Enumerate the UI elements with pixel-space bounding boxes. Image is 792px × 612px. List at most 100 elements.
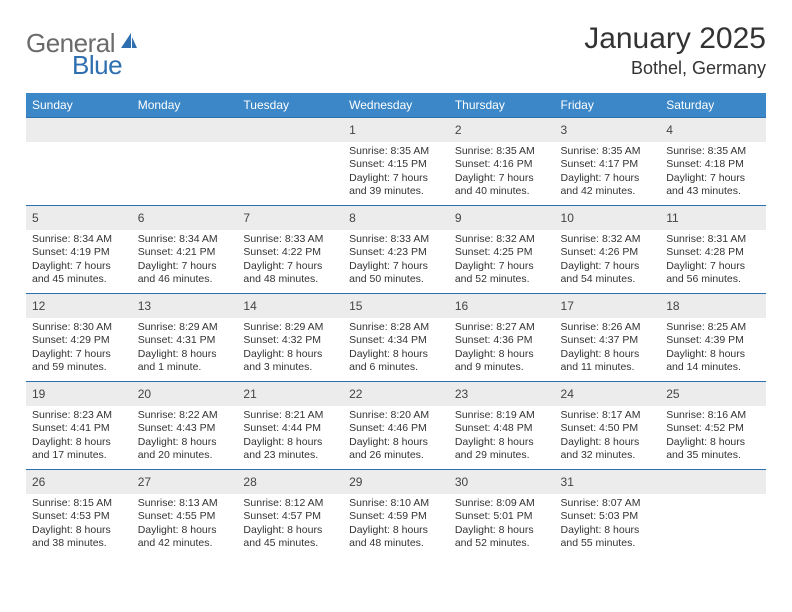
- day-number: 11: [666, 211, 678, 225]
- day-number: 21: [243, 387, 256, 401]
- cell-body: Sunrise: 8:35 AMSunset: 4:15 PMDaylight:…: [343, 142, 449, 203]
- day-number: 30: [455, 475, 468, 489]
- day-number: 19: [32, 387, 45, 401]
- cell-body: Sunrise: 8:28 AMSunset: 4:34 PMDaylight:…: [343, 318, 449, 379]
- day-number: 14: [243, 299, 256, 313]
- cell-body: Sunrise: 8:34 AMSunset: 4:19 PMDaylight:…: [26, 230, 132, 291]
- daylight-text: Daylight: 8 hours and 14 minutes.: [666, 348, 760, 375]
- sunrise-text: Sunrise: 8:33 AM: [243, 233, 337, 246]
- sunrise-text: Sunrise: 8:30 AM: [32, 321, 126, 334]
- daynum-row: 11: [660, 206, 766, 230]
- cell-body: Sunrise: 8:30 AMSunset: 4:29 PMDaylight:…: [26, 318, 132, 379]
- daylight-text: Daylight: 8 hours and 48 minutes.: [349, 524, 443, 551]
- day-number: 6: [138, 211, 145, 225]
- sunrise-text: Sunrise: 8:35 AM: [349, 145, 443, 158]
- calendar-week-row: 5Sunrise: 8:34 AMSunset: 4:19 PMDaylight…: [26, 206, 766, 294]
- calendar-cell: 28Sunrise: 8:12 AMSunset: 4:57 PMDayligh…: [237, 470, 343, 558]
- page-title: January 2025: [584, 22, 766, 56]
- sunset-text: Sunset: 4:55 PM: [138, 510, 232, 523]
- day-number: 13: [138, 299, 151, 313]
- daynum-row: 22: [343, 382, 449, 406]
- cell-body: Sunrise: 8:16 AMSunset: 4:52 PMDaylight:…: [660, 406, 766, 467]
- sunset-text: Sunset: 4:37 PM: [561, 334, 655, 347]
- calendar-cell: 13Sunrise: 8:29 AMSunset: 4:31 PMDayligh…: [132, 294, 238, 382]
- calendar-cell: 6 Sunrise: 8:34 AMSunset: 4:21 PMDaylight…: [132, 206, 238, 294]
- sunset-text: Sunset: 4:25 PM: [455, 246, 549, 259]
- daylight-text: Daylight: 7 hours and 40 minutes.: [455, 172, 549, 199]
- calendar-cell: [660, 470, 766, 558]
- calendar-cell: 22Sunrise: 8:20 AMSunset: 4:46 PMDayligh…: [343, 382, 449, 470]
- daylight-text: Daylight: 8 hours and 42 minutes.: [138, 524, 232, 551]
- day-number: 12: [32, 299, 45, 313]
- sunrise-text: Sunrise: 8:15 AM: [32, 497, 126, 510]
- sunrise-text: Sunrise: 8:32 AM: [455, 233, 549, 246]
- daynum-row: 31: [555, 470, 661, 494]
- day-number: 15: [349, 299, 362, 313]
- daylight-text: Daylight: 7 hours and 42 minutes.: [561, 172, 655, 199]
- cell-body: Sunrise: 8:33 AMSunset: 4:22 PMDaylight:…: [237, 230, 343, 291]
- daynum-row: 24: [555, 382, 661, 406]
- calendar-cell: 9Sunrise: 8:32 AMSunset: 4:25 PMDaylight…: [449, 206, 555, 294]
- weekday-row: SundayMondayTuesdayWednesdayThursdayFrid…: [26, 93, 766, 118]
- daynum-row: 21: [237, 382, 343, 406]
- cell-body: Sunrise: 8:17 AMSunset: 4:50 PMDaylight:…: [555, 406, 661, 467]
- daylight-text: Daylight: 7 hours and 45 minutes.: [32, 260, 126, 287]
- calendar-cell: 3Sunrise: 8:35 AMSunset: 4:17 PMDaylight…: [555, 118, 661, 206]
- daynum-row: 10: [555, 206, 661, 230]
- day-number: 5: [32, 211, 39, 225]
- daylight-text: Daylight: 8 hours and 6 minutes.: [349, 348, 443, 375]
- weekday-header: Tuesday: [237, 93, 343, 118]
- sunset-text: Sunset: 5:01 PM: [455, 510, 549, 523]
- daynum-row: 15: [343, 294, 449, 318]
- daylight-text: Daylight: 7 hours and 50 minutes.: [349, 260, 443, 287]
- calendar-cell: 4Sunrise: 8:35 AMSunset: 4:18 PMDaylight…: [660, 118, 766, 206]
- sunset-text: Sunset: 4:48 PM: [455, 422, 549, 435]
- sunrise-text: Sunrise: 8:13 AM: [138, 497, 232, 510]
- daynum-row: 8: [343, 206, 449, 230]
- daynum-row: 19: [26, 382, 132, 406]
- day-number: 25: [666, 387, 679, 401]
- daynum-row: 26: [26, 470, 132, 494]
- day-number: 16: [455, 299, 468, 313]
- cell-body: Sunrise: 8:07 AMSunset: 5:03 PMDaylight:…: [555, 494, 661, 555]
- cell-body: Sunrise: 8:21 AMSunset: 4:44 PMDaylight:…: [237, 406, 343, 467]
- calendar-cell: 11Sunrise: 8:31 AMSunset: 4:28 PMDayligh…: [660, 206, 766, 294]
- sunset-text: Sunset: 4:59 PM: [349, 510, 443, 523]
- day-number: 20: [138, 387, 151, 401]
- daylight-text: Daylight: 8 hours and 45 minutes.: [243, 524, 337, 551]
- daynum-row: 2: [449, 118, 555, 142]
- daylight-text: Daylight: 8 hours and 32 minutes.: [561, 436, 655, 463]
- calendar-cell: 18Sunrise: 8:25 AMSunset: 4:39 PMDayligh…: [660, 294, 766, 382]
- calendar-cell: 19Sunrise: 8:23 AMSunset: 4:41 PMDayligh…: [26, 382, 132, 470]
- sunrise-text: Sunrise: 8:34 AM: [138, 233, 232, 246]
- daynum-row: [660, 470, 766, 494]
- cell-body: Sunrise: 8:35 AMSunset: 4:16 PMDaylight:…: [449, 142, 555, 203]
- calendar-cell: 26Sunrise: 8:15 AMSunset: 4:53 PMDayligh…: [26, 470, 132, 558]
- sunrise-text: Sunrise: 8:26 AM: [561, 321, 655, 334]
- cell-body: Sunrise: 8:22 AMSunset: 4:43 PMDaylight:…: [132, 406, 238, 467]
- day-number: 2: [455, 123, 462, 137]
- calendar-cell: 24 Sunrise: 8:17 AMSunset: 4:50 PMDayligh…: [555, 382, 661, 470]
- cell-body: Sunrise: 8:27 AMSunset: 4:36 PMDaylight:…: [449, 318, 555, 379]
- day-number: 10: [561, 211, 574, 225]
- daynum-row: 23: [449, 382, 555, 406]
- daylight-text: Daylight: 8 hours and 55 minutes.: [561, 524, 655, 551]
- sunrise-text: Sunrise: 8:20 AM: [349, 409, 443, 422]
- cell-body: Sunrise: 8:13 AMSunset: 4:55 PMDaylight:…: [132, 494, 238, 555]
- day-number: 24: [561, 387, 574, 401]
- weekday-header: Saturday: [660, 93, 766, 118]
- day-number: 9: [455, 211, 462, 225]
- day-number: 22: [349, 387, 362, 401]
- calendar-cell: 17Sunrise: 8:26 AMSunset: 4:37 PMDayligh…: [555, 294, 661, 382]
- sunset-text: Sunset: 4:31 PM: [138, 334, 232, 347]
- day-number: 31: [561, 475, 574, 489]
- calendar-cell: 7Sunrise: 8:33 AMSunset: 4:22 PMDaylight…: [237, 206, 343, 294]
- sunset-text: Sunset: 4:57 PM: [243, 510, 337, 523]
- sunset-text: Sunset: 5:03 PM: [561, 510, 655, 523]
- daynum-row: 5: [26, 206, 132, 230]
- sunset-text: Sunset: 4:19 PM: [32, 246, 126, 259]
- sunrise-text: Sunrise: 8:17 AM: [561, 409, 655, 422]
- cell-body: Sunrise: 8:34 AMSunset: 4:21 PMDaylight:…: [132, 230, 238, 291]
- daylight-text: Daylight: 8 hours and 1 minute.: [138, 348, 232, 375]
- daylight-text: Daylight: 8 hours and 35 minutes.: [666, 436, 760, 463]
